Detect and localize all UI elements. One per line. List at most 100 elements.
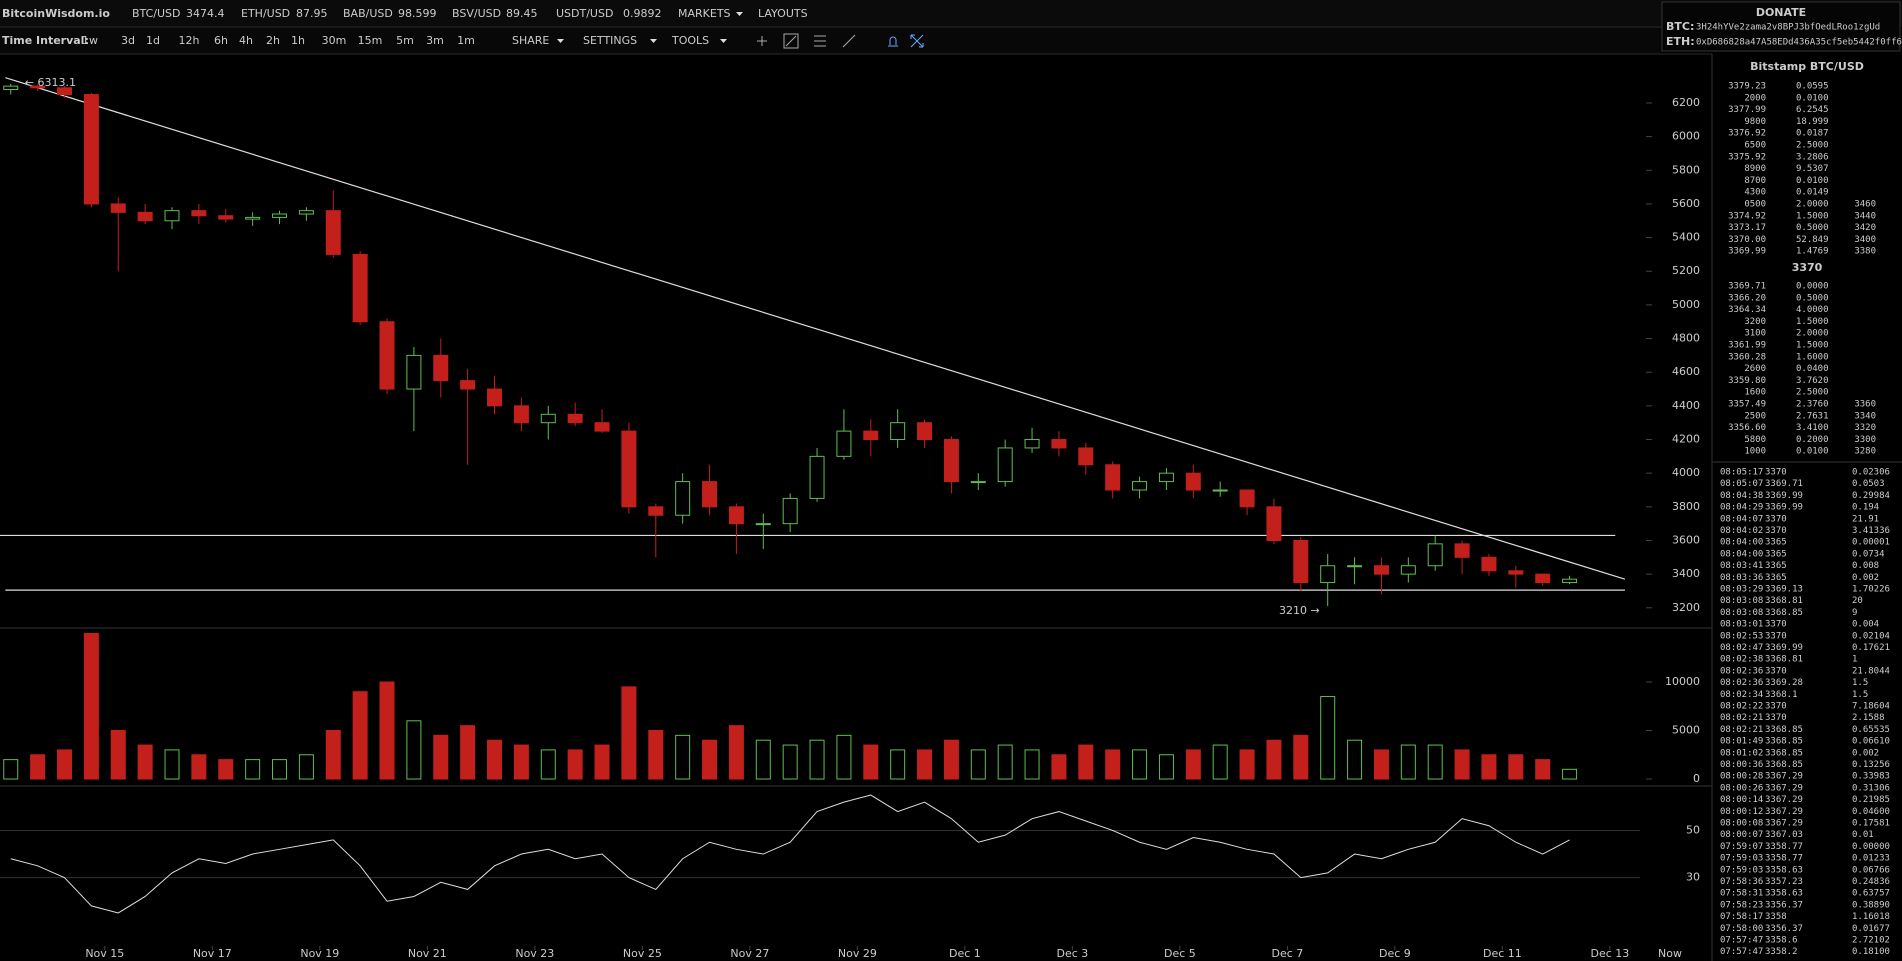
volume-bar (352, 691, 368, 780)
candle-body (567, 413, 583, 424)
panel-title: Bitstamp BTC/USD (1750, 60, 1864, 73)
book-amount: 1.4769 (1796, 247, 1829, 257)
trade-amount: 0.65535 (1852, 725, 1890, 735)
icon[interactable] (783, 33, 799, 49)
candle-body (110, 203, 126, 213)
trade-time: 08:01:02 (1720, 748, 1763, 758)
interval[interactable]: 1w (82, 34, 98, 47)
interval[interactable]: 30m (322, 34, 347, 47)
trade-price: 3358 (1765, 912, 1787, 922)
book-price: 3364.34 (1728, 305, 1766, 315)
volume-bar (1212, 744, 1228, 780)
book-price: 3359.80 (1728, 376, 1766, 386)
trade-time: 08:02:22 (1720, 702, 1763, 712)
candle-body (83, 94, 99, 205)
ticker-name[interactable]: BSV/USD (452, 7, 501, 20)
ticker-name[interactable]: ETH/USD (241, 7, 290, 20)
interval[interactable]: 1h (291, 34, 305, 47)
trade-time: 07:59:07 (1720, 842, 1763, 852)
ticker-name[interactable]: BTC/USD (132, 7, 181, 20)
logo[interactable]: BitcoinWisdom.io (2, 7, 110, 20)
menu[interactable]: MARKETS (678, 7, 731, 20)
trade-price: 3368.81 (1765, 655, 1803, 665)
candle-body (1239, 489, 1255, 508)
trade-price: 3356.37 (1765, 924, 1803, 934)
book-price: 0500 (1744, 200, 1766, 210)
interval[interactable]: 15m (358, 34, 383, 47)
trade-amount: 0.01233 (1852, 854, 1890, 864)
trade-amount: 0.008 (1852, 561, 1879, 571)
candle-body (218, 215, 234, 220)
menu[interactable]: SHARE (512, 34, 549, 47)
x-tick-label: Nov 23 (515, 947, 554, 960)
menu[interactable]: TOOLS (671, 34, 709, 47)
candle-body (57, 87, 73, 96)
trade-time: 08:05:07 (1720, 479, 1763, 489)
ticker-name[interactable]: BAB/USD (343, 7, 393, 20)
interval[interactable]: 1d (146, 34, 160, 47)
ticker-price: 98.599 (398, 7, 437, 20)
interval[interactable]: 5m (396, 34, 414, 47)
candle-body (3, 85, 19, 90)
donate-title[interactable]: DONATE (1756, 6, 1806, 19)
interval[interactable]: 12h (179, 34, 200, 47)
interval[interactable]: 1m (457, 34, 475, 47)
candle-body (1562, 578, 1578, 584)
interval[interactable]: 4h (239, 34, 253, 47)
book-amount: 3.2806 (1796, 152, 1829, 162)
trade-amount: 20 (1852, 596, 1863, 606)
candle-body (809, 455, 825, 499)
candle-body (1481, 556, 1497, 572)
candle-body (594, 422, 610, 432)
icon[interactable] (785, 35, 797, 47)
trade-amount: 0.31306 (1852, 783, 1890, 793)
volume-bar (1024, 749, 1040, 780)
book-level: 3440 (1854, 211, 1876, 221)
interval[interactable]: 2h (266, 34, 280, 47)
caret (720, 39, 727, 43)
candle-body (1347, 565, 1363, 568)
trade-price: 3370 (1765, 666, 1787, 676)
candle-body (1454, 543, 1470, 558)
oscillator-tick-label: 50 (1686, 823, 1700, 836)
book-price: 4300 (1744, 188, 1766, 198)
icon[interactable] (888, 36, 898, 47)
x-tick-label: Dec 1 (949, 947, 981, 960)
icon[interactable] (910, 34, 924, 48)
trade-price: 3368.85 (1765, 608, 1803, 618)
candle-body (1373, 565, 1389, 575)
book-price: 1000 (1744, 447, 1766, 457)
menu[interactable]: LAYOUTS (758, 7, 808, 20)
interval[interactable]: 3d (121, 34, 135, 47)
trade-time: 07:58:31 (1720, 889, 1763, 899)
trade-amount: 7.18604 (1852, 702, 1890, 712)
interval[interactable]: 6h (214, 34, 228, 47)
trade-price: 3358.77 (1765, 854, 1803, 864)
book-price: 3360.28 (1728, 352, 1766, 362)
drawing-tools[interactable] (757, 33, 924, 49)
book-level: 3280 (1854, 447, 1876, 457)
book-price: 3373.17 (1728, 223, 1766, 233)
x-tick-label: Nov 29 (838, 947, 877, 960)
trade-time: 08:04:00 (1720, 549, 1763, 559)
candle-body (1508, 570, 1524, 575)
book-amount: 4.0000 (1796, 305, 1829, 315)
book-amount: 0.0149 (1796, 188, 1829, 198)
trade-price: 3369.99 (1765, 503, 1803, 513)
ticker-name[interactable]: USDT/USD (556, 7, 613, 20)
book-price: 8700 (1744, 176, 1766, 186)
trade-amount: 0.06766 (1852, 865, 1890, 875)
volume-bar (1454, 749, 1470, 780)
trade-amount: 0.17621 (1852, 643, 1890, 653)
book-price: 6500 (1744, 141, 1766, 151)
menu[interactable]: SETTINGS (583, 34, 637, 47)
x-tick-label: Dec 3 (1056, 947, 1088, 960)
trade-time: 08:02:47 (1720, 643, 1763, 653)
trade-amount: 0.17581 (1852, 819, 1890, 829)
candle-body (943, 439, 959, 483)
volume-bar (218, 759, 234, 780)
icon[interactable] (842, 34, 856, 48)
book-level: 3420 (1854, 223, 1876, 233)
interval[interactable]: 3m (426, 34, 444, 47)
volume-bar (487, 739, 503, 780)
